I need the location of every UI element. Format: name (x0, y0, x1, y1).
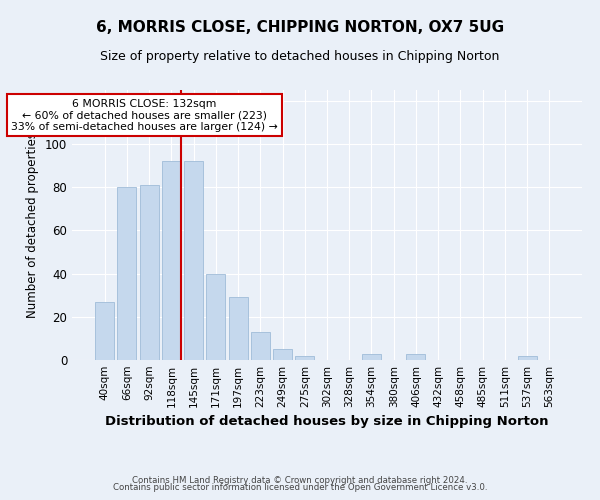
Bar (184, 162, 203, 360)
Bar (206, 274, 225, 360)
Bar (162, 162, 181, 360)
Text: 6, MORRIS CLOSE, CHIPPING NORTON, OX7 5UG: 6, MORRIS CLOSE, CHIPPING NORTON, OX7 5U… (96, 20, 504, 35)
Text: Size of property relative to detached houses in Chipping Norton: Size of property relative to detached ho… (100, 50, 500, 63)
Bar (362, 354, 381, 360)
Text: 6 MORRIS CLOSE: 132sqm
← 60% of detached houses are smaller (223)
33% of semi-de: 6 MORRIS CLOSE: 132sqm ← 60% of detached… (11, 98, 278, 132)
Bar (95, 302, 114, 360)
Bar (295, 356, 314, 360)
Text: Contains HM Land Registry data © Crown copyright and database right 2024.: Contains HM Land Registry data © Crown c… (132, 476, 468, 485)
Bar (229, 298, 248, 360)
Y-axis label: Number of detached properties: Number of detached properties (26, 132, 39, 318)
Bar (140, 185, 158, 360)
X-axis label: Distribution of detached houses by size in Chipping Norton: Distribution of detached houses by size … (105, 416, 549, 428)
Bar (406, 354, 425, 360)
Text: Contains public sector information licensed under the Open Government Licence v3: Contains public sector information licen… (113, 484, 487, 492)
Bar (518, 356, 536, 360)
Bar (251, 332, 270, 360)
Bar (118, 187, 136, 360)
Bar (273, 349, 292, 360)
